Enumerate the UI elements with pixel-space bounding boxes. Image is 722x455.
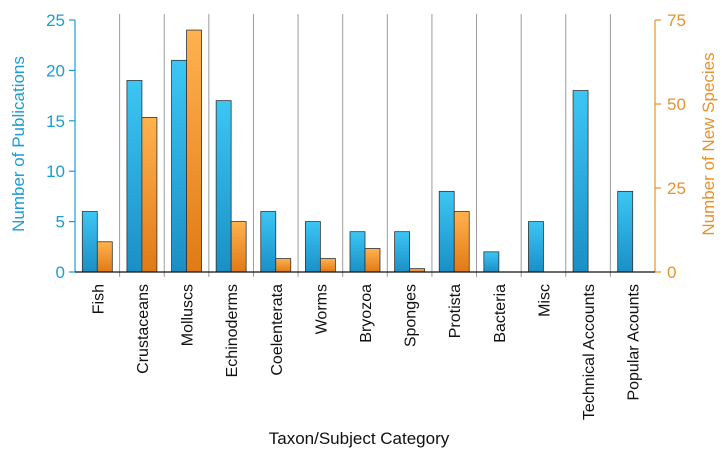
new-species-bars (96, 29, 470, 273)
bar-new-species (319, 258, 336, 273)
category-label: Crustaceans (135, 284, 152, 374)
x-axis: Fish Crustaceans Molluscs Echinoderms Coelen… (75, 271, 655, 420)
bar-publications (349, 231, 366, 273)
bar-publications (126, 80, 143, 273)
bar-publications (81, 211, 98, 273)
bar-new-species (141, 117, 158, 273)
category-label: Echinoderms (224, 284, 241, 377)
bar-publications (260, 211, 277, 273)
publications-bars (81, 59, 634, 273)
bar-publications (171, 59, 187, 273)
right-y-axis: 0 25 50 75 (654, 11, 686, 282)
category-label: Bacteria (492, 284, 509, 343)
bar-publications (394, 231, 411, 273)
left-tick-label: 5 (56, 213, 65, 232)
left-tick-label: 10 (46, 162, 65, 181)
bar-publications (528, 221, 544, 273)
category-label: Worms (313, 284, 330, 334)
left-tick-label: 0 (56, 263, 65, 282)
category-label: Misc (536, 284, 553, 317)
left-axis-title: Number of Publications (9, 56, 28, 232)
bar-publications (617, 190, 634, 273)
left-tick-label: 20 (46, 61, 65, 80)
category-label: Technical Accounts (581, 284, 598, 420)
bar-new-species (364, 248, 381, 273)
x-axis-title: Taxon/Subject Category (269, 429, 450, 448)
right-tick-label: 0 (667, 263, 676, 282)
category-label: Molluscs (180, 284, 197, 346)
category-label: Sponges (403, 284, 420, 347)
bar-publications (215, 100, 232, 273)
category-label: Coelenterata (269, 284, 286, 376)
left-tick-label: 15 (46, 112, 65, 131)
bar-publications (483, 251, 500, 273)
category-label: Bryozoa (358, 284, 375, 343)
bar-new-species (96, 241, 113, 273)
category-label: Fish (90, 284, 107, 314)
bar-new-species (275, 258, 292, 273)
category-separators (119, 14, 611, 277)
category-label: Popular Acounts (626, 284, 643, 401)
bar-new-species (453, 211, 470, 273)
left-tick-label: 25 (46, 11, 65, 30)
right-axis-title: Number of New Species (699, 52, 718, 235)
bar-publications (438, 190, 455, 273)
bar-new-species (230, 221, 247, 273)
bar-new-species (186, 29, 202, 273)
bar-publications (572, 90, 589, 273)
right-tick-label: 75 (667, 11, 686, 30)
right-tick-label: 50 (667, 95, 686, 114)
left-y-axis: 0 5 10 15 20 25 (46, 11, 76, 282)
bar-publications (304, 221, 321, 273)
right-tick-label: 25 (667, 179, 686, 198)
category-label: Protista (447, 284, 464, 338)
